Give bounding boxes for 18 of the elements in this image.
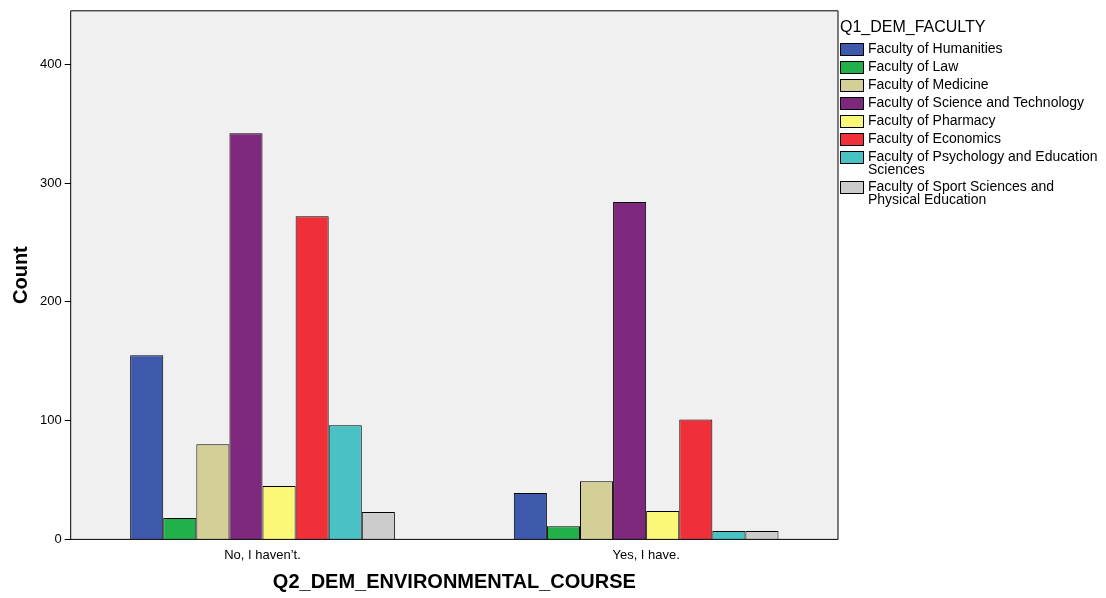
legend-label: Faculty of Sport Sciences and Physical Education [868,178,1055,207]
y-axis-title: Count [8,245,31,304]
y-tick-label: 100 [39,412,62,428]
legend-label: Faculty of Medicine [868,76,989,92]
legend-label: Faculty of Economics [868,130,1002,146]
x-tick-label: No, I haven’t. [224,546,301,562]
legend-label: Faculty of Humanities [868,40,1003,56]
legend-title: Q1_DEM_FACULTY [840,18,987,36]
y-tick-label: 0 [54,530,62,546]
x-tick-label: Yes, I have. [612,546,680,562]
legend-label: Faculty of Pharmacy [868,112,996,128]
y-tick-label: 300 [39,174,62,190]
legend-label: Faculty of Law [868,58,959,74]
y-tick-label: 200 [39,293,62,309]
x-axis-title: Q2_DEM_ENVIRONMENTAL_COURSE [272,569,636,592]
legend-label: Faculty of Psychology and Education Sciences [868,148,1099,177]
y-tick-label: 400 [39,55,62,71]
legend-label: Faculty of Science and Technology [868,94,1085,110]
